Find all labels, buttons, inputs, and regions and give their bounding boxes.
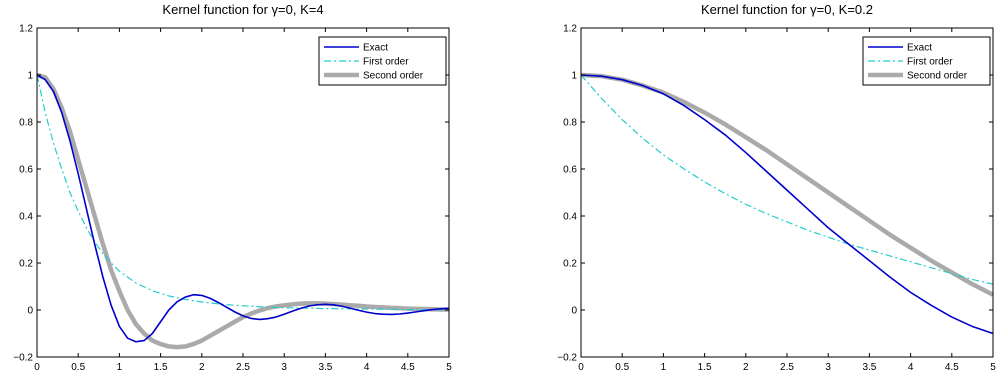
x-tick-label: 4.5	[945, 362, 959, 373]
chart-right: Kernel function for γ=0, K=0.2 0 0.5 1 1.5 2 2…	[557, 2, 996, 373]
legend: Exact First order Second order	[862, 36, 991, 86]
x-tick-label: 4	[364, 362, 370, 373]
legend-label: Exact	[907, 43, 932, 54]
y-tick-label: 0.6	[563, 165, 577, 176]
series-line-exact	[37, 74, 449, 343]
y-tick-label: −0.2	[557, 353, 577, 364]
chart-title: Kernel function for γ=0, K=4	[162, 2, 323, 17]
y-tick-label: 0	[571, 306, 577, 317]
y-tick-label: 1.2	[563, 24, 577, 35]
x-tick-label: 1.5	[154, 362, 168, 373]
y-tick-label: 1	[27, 71, 33, 82]
x-tick-label: 5	[446, 362, 452, 373]
legend-label: First order	[363, 57, 409, 68]
y-tick-label: 1	[571, 71, 577, 82]
y-tick-label: 0.8	[19, 118, 33, 129]
legend-label: Second order	[363, 71, 424, 82]
x-tick-label: 3	[825, 362, 831, 373]
y-tick-label: 0.2	[19, 259, 33, 270]
legend-label: First order	[907, 57, 953, 68]
x-tick-label: 0	[34, 362, 40, 373]
x-tick-label: 1	[661, 362, 667, 373]
x-tick-label: 3	[281, 362, 287, 373]
x-tick-label: 2	[199, 362, 205, 373]
y-tick-label: 0	[27, 306, 33, 317]
x-tick-label: 2.5	[780, 362, 794, 373]
x-tick-label: 2.5	[236, 362, 250, 373]
x-tick-label: 1.5	[698, 362, 712, 373]
series-line-second-order	[37, 72, 449, 350]
x-tick-label: 0	[578, 362, 584, 373]
x-tick-label: 3.5	[862, 362, 876, 373]
x-tick-label: 0.5	[615, 362, 629, 373]
x-tick-label: 1	[117, 362, 123, 373]
chart-title: Kernel function for γ=0, K=0.2	[701, 2, 873, 17]
legend-label: Exact	[363, 43, 388, 54]
y-tick-label: 1.2	[19, 24, 33, 35]
x-tick-label: 2	[743, 362, 749, 373]
series-line-first-order	[37, 74, 449, 311]
series-line-second-order	[581, 72, 993, 297]
x-tick-label: 4	[908, 362, 914, 373]
x-tick-label: 0.5	[71, 362, 85, 373]
y-tick-label: 0.2	[563, 259, 577, 270]
x-tick-label: 3.5	[318, 362, 332, 373]
chart-left: Kernel function for γ=0, K=4 0 0.5 1 1.5 2 2.5…	[13, 2, 452, 373]
y-tick-label: 0.4	[563, 212, 577, 223]
x-tick-label: 5	[990, 362, 996, 373]
legend-label: Second order	[907, 71, 968, 82]
y-tick-label: 0.4	[19, 212, 33, 223]
y-tick-label: 0.8	[563, 118, 577, 129]
y-tick-label: 0.6	[19, 165, 33, 176]
series-lines	[581, 72, 993, 335]
series-line-exact	[581, 74, 993, 335]
y-tick-label: −0.2	[13, 353, 33, 364]
series-lines	[37, 72, 449, 350]
series-line-first-order	[581, 74, 993, 285]
x-tick-label: 4.5	[401, 362, 415, 373]
legend: Exact First order Second order	[318, 36, 447, 86]
